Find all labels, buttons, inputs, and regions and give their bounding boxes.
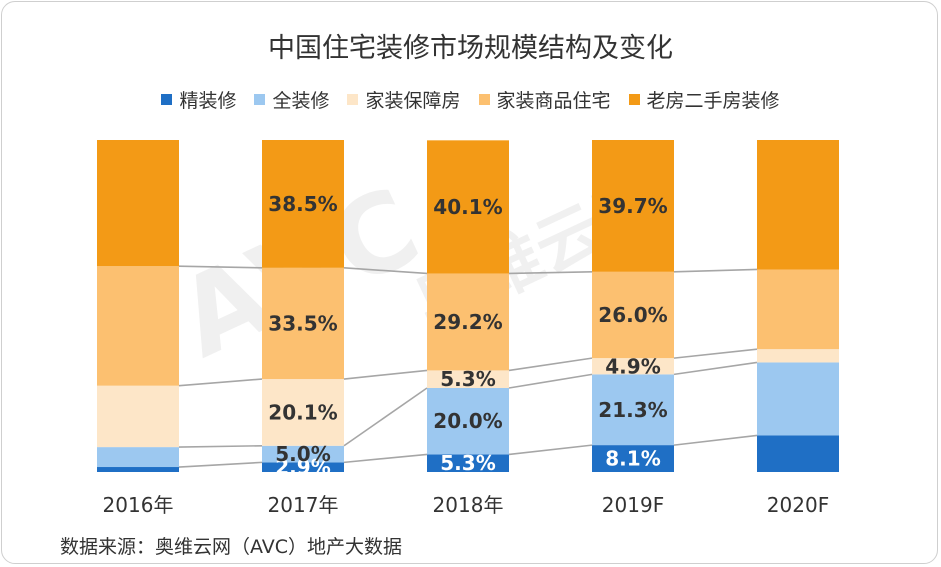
connector-line: [673, 268, 758, 273]
data-label: 5.0%: [275, 442, 330, 466]
bar-segment: [97, 385, 179, 448]
connector-line: [508, 444, 593, 456]
bar-segment: [97, 447, 179, 468]
legend-swatch: [254, 94, 266, 105]
bar-segment: [262, 140, 344, 268]
connector-line: [178, 265, 263, 269]
bar-segment: [757, 269, 839, 350]
connector-line: [343, 387, 428, 447]
legend-label: 老房二手房装修: [646, 90, 780, 112]
bar-segment: [427, 388, 509, 455]
data-label: 26.0%: [598, 303, 667, 327]
bar-segment: [592, 374, 674, 446]
connector-line: [178, 378, 263, 387]
bar-segment: [592, 140, 674, 272]
data-label: 40.1%: [433, 195, 502, 219]
chart-title: 中国住宅装修市场规模结构及变化: [268, 33, 673, 64]
bar-segment: [427, 140, 509, 274]
bar-segment: [97, 467, 179, 472]
data-label: 5.3%: [440, 367, 495, 391]
x-tick-label: 2019F: [602, 493, 664, 517]
legend-item: 老房二手房装修: [628, 86, 780, 113]
data-label: 20.0%: [433, 409, 502, 433]
x-tick-label: 2018年: [433, 493, 504, 517]
legend-label: 家装商品住宅: [496, 90, 611, 112]
bar-segment: [97, 266, 179, 386]
bar-segment: [262, 445, 344, 463]
legend-label: 全装修: [272, 90, 330, 112]
data-label: 4.9%: [605, 354, 660, 378]
x-tick-label: 2020F: [767, 493, 829, 517]
x-tick-label: 2016年: [103, 493, 174, 517]
data-label: 38.5%: [268, 192, 337, 216]
legend-swatch: [161, 94, 173, 105]
data-label: 8.1%: [605, 447, 660, 471]
source-note: 数据来源：奥维云网（AVC）地产大数据: [60, 536, 403, 558]
connector-line: [343, 267, 428, 275]
bar-segment: [427, 273, 509, 371]
bar-segment: [757, 140, 839, 270]
connector-line: [178, 461, 263, 468]
legend-item: 家装保障房: [347, 86, 461, 113]
legend: 精装修 全装修 家装保障房 家装商品住宅 老房二手房装修: [0, 86, 941, 113]
bar-segment: [757, 349, 839, 363]
legend-label: 家装保障房: [365, 90, 461, 112]
connector-line: [508, 373, 593, 389]
data-label: 33.5%: [268, 311, 337, 335]
bar-segment: [262, 379, 344, 446]
connector-line: [178, 444, 263, 448]
bar-segment: [757, 435, 839, 472]
bar-segment: [592, 445, 674, 472]
data-label: 39.7%: [598, 194, 667, 218]
data-label: 2.9%: [275, 455, 330, 479]
bar-segment: [427, 454, 509, 472]
legend-label: 精装修: [179, 90, 237, 112]
connector-line: [343, 453, 428, 464]
data-label: 5.3%: [440, 451, 495, 475]
connector-line: [508, 357, 593, 372]
data-label: 29.2%: [433, 310, 502, 334]
bar-segment: [97, 140, 179, 267]
bar-segment: [262, 462, 344, 472]
connector-line: [673, 348, 758, 359]
connector-line: [343, 369, 428, 380]
legend-swatch: [628, 94, 640, 105]
bar-segment: [592, 358, 674, 375]
data-label: 21.3%: [598, 398, 667, 422]
x-tick-label: 2017年: [268, 493, 339, 517]
bar-segment: [757, 362, 839, 436]
legend-item: 家装商品住宅: [478, 86, 611, 113]
legend-item: 全装修: [254, 86, 329, 113]
bar-segment: [592, 271, 674, 359]
legend-swatch: [347, 94, 359, 105]
connector-line: [508, 271, 593, 275]
data-label: 20.1%: [268, 400, 337, 424]
connector-line: [673, 434, 758, 446]
legend-item: 精装修: [161, 86, 236, 113]
bar-segment: [262, 267, 344, 380]
bar-segment: [427, 370, 509, 389]
legend-swatch: [478, 94, 490, 105]
connector-line: [673, 361, 758, 376]
